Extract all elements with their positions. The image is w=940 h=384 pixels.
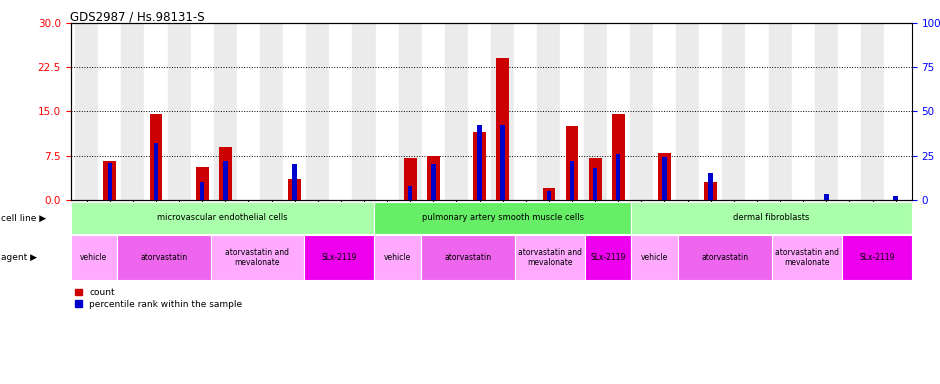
Bar xyxy=(352,23,376,200)
Text: pulmonary artery smooth muscle cells: pulmonary artery smooth muscle cells xyxy=(422,214,584,222)
Text: atorvastatin: atorvastatin xyxy=(701,253,748,262)
Bar xyxy=(431,164,435,200)
Text: atorvastatin and
mevalonate: atorvastatin and mevalonate xyxy=(226,248,290,267)
Bar xyxy=(704,182,717,200)
Bar xyxy=(408,185,413,200)
Bar xyxy=(542,188,556,200)
Text: atorvastatin and
mevalonate: atorvastatin and mevalonate xyxy=(518,248,582,267)
Bar xyxy=(500,126,505,200)
Bar xyxy=(861,23,884,200)
Bar xyxy=(376,23,399,200)
Text: microvascular endothelial cells: microvascular endothelial cells xyxy=(157,214,288,222)
Text: vehicle: vehicle xyxy=(80,253,107,262)
Bar xyxy=(103,161,117,200)
Bar xyxy=(815,23,838,200)
Bar xyxy=(422,23,445,200)
Text: SLx-2119: SLx-2119 xyxy=(590,253,626,262)
Bar xyxy=(884,23,907,200)
Bar xyxy=(791,23,815,200)
Bar xyxy=(75,23,99,200)
Bar xyxy=(167,23,191,200)
Bar xyxy=(663,157,666,200)
Bar xyxy=(329,23,352,200)
Bar xyxy=(121,23,145,200)
Bar xyxy=(292,164,297,200)
Bar xyxy=(616,154,620,200)
Text: atorvastatin: atorvastatin xyxy=(140,253,188,262)
Text: SLx-2119: SLx-2119 xyxy=(321,253,357,262)
Text: atorvastatin and
mevalonate: atorvastatin and mevalonate xyxy=(775,248,838,267)
Text: atorvastatin: atorvastatin xyxy=(445,253,492,262)
Bar xyxy=(223,161,227,200)
Bar xyxy=(260,23,283,200)
Bar xyxy=(547,191,551,200)
Bar xyxy=(612,114,624,200)
Text: dermal fibroblasts: dermal fibroblasts xyxy=(733,214,809,222)
Bar xyxy=(149,114,163,200)
Bar xyxy=(496,58,509,200)
Bar xyxy=(538,23,560,200)
Bar xyxy=(237,23,260,200)
Bar xyxy=(154,143,158,200)
Bar xyxy=(404,159,416,200)
Bar xyxy=(584,23,606,200)
Bar xyxy=(99,23,121,200)
Bar xyxy=(196,167,209,200)
Bar xyxy=(145,23,167,200)
Bar xyxy=(745,23,769,200)
Bar xyxy=(478,126,482,200)
Bar xyxy=(570,161,574,200)
Bar xyxy=(699,23,722,200)
Bar xyxy=(824,194,828,200)
Bar xyxy=(709,173,713,200)
Bar xyxy=(491,23,514,200)
Bar xyxy=(213,23,237,200)
Bar xyxy=(191,23,213,200)
Bar xyxy=(283,23,306,200)
Bar xyxy=(838,23,861,200)
Bar xyxy=(893,196,898,200)
Bar xyxy=(219,147,232,200)
Text: cell line ▶: cell line ▶ xyxy=(1,214,46,222)
Bar xyxy=(769,23,791,200)
Bar xyxy=(473,132,486,200)
Bar xyxy=(658,152,671,200)
Bar xyxy=(399,23,422,200)
Bar xyxy=(514,23,538,200)
Bar xyxy=(468,23,491,200)
Bar xyxy=(560,23,584,200)
Bar xyxy=(107,162,112,200)
Text: vehicle: vehicle xyxy=(384,253,412,262)
Text: SLx-2119: SLx-2119 xyxy=(859,253,895,262)
Legend: count, percentile rank within the sample: count, percentile rank within the sample xyxy=(75,288,243,309)
Bar xyxy=(653,23,676,200)
Bar xyxy=(676,23,699,200)
Text: agent ▶: agent ▶ xyxy=(1,253,37,262)
Text: vehicle: vehicle xyxy=(641,253,668,262)
Bar xyxy=(630,23,653,200)
Bar xyxy=(593,168,598,200)
Bar xyxy=(588,159,602,200)
Text: GDS2987 / Hs.98131-S: GDS2987 / Hs.98131-S xyxy=(70,10,205,23)
Bar xyxy=(289,179,301,200)
Bar xyxy=(200,182,205,200)
Bar xyxy=(445,23,468,200)
Bar xyxy=(306,23,329,200)
Bar xyxy=(606,23,630,200)
Bar xyxy=(566,126,578,200)
Bar xyxy=(427,156,440,200)
Bar xyxy=(722,23,745,200)
